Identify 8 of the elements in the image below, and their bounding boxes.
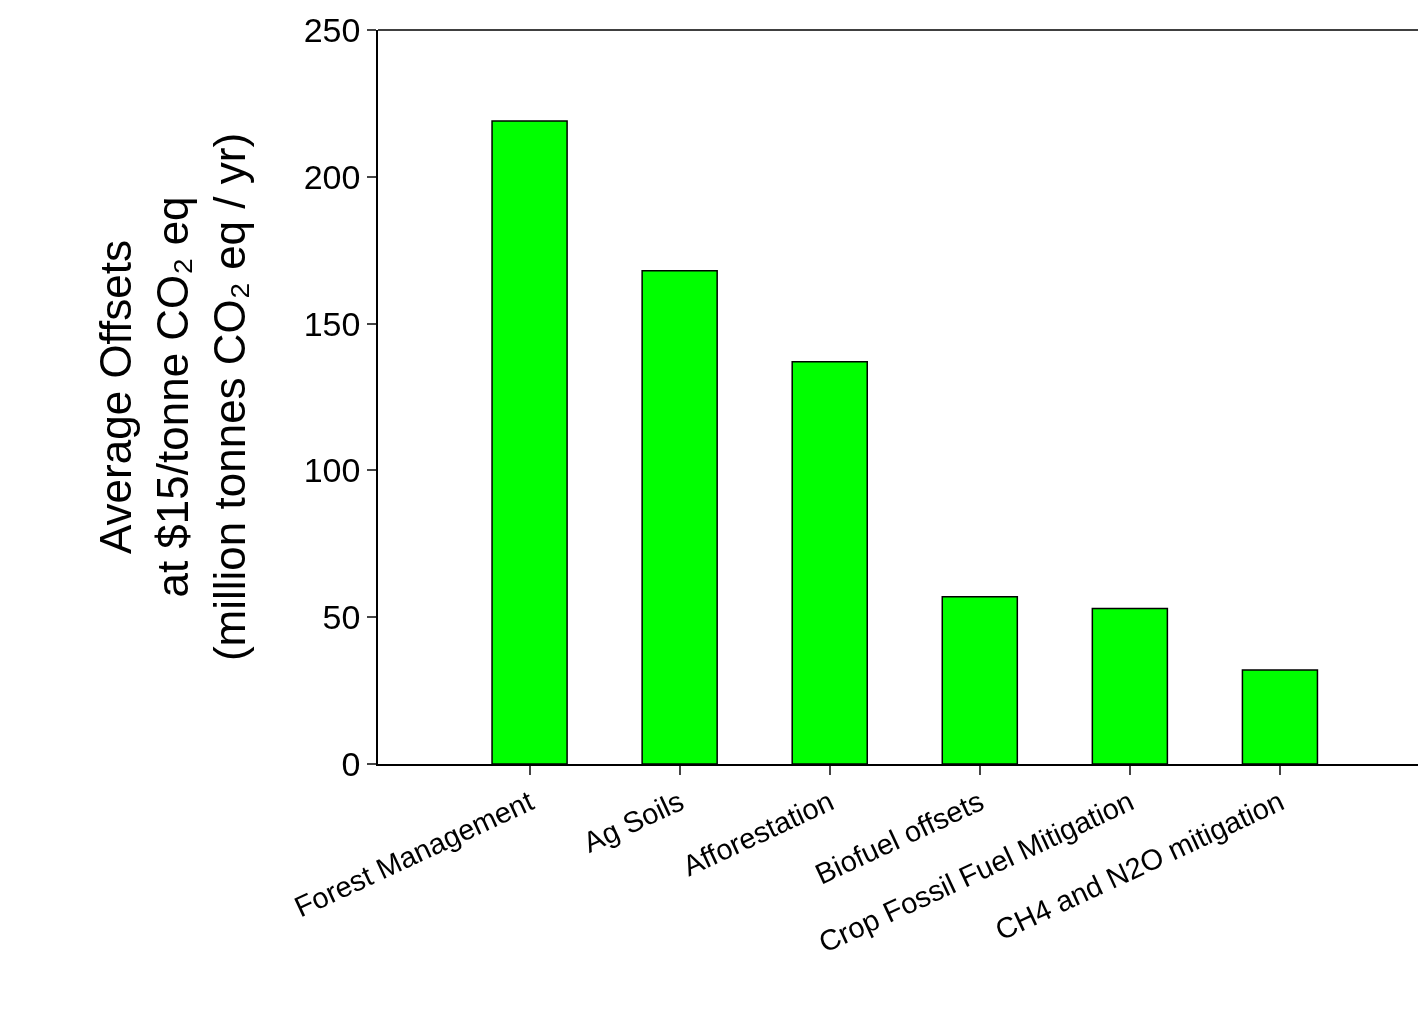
y-tick-label: 150 [303,304,361,343]
x-tick-label: Ag Soils [578,784,689,859]
y-tick-label: 250 [303,10,361,49]
y-tick-label: 0 [341,744,361,783]
y-axis-title: Average Offsets at $15/tonne CO₂ eq (million tonnes CO₂ eq / yr) [90,132,255,662]
y-tick-label: 50 [322,598,361,637]
y-tick-label: 200 [303,157,361,196]
y-tick-label: 100 [303,451,361,490]
